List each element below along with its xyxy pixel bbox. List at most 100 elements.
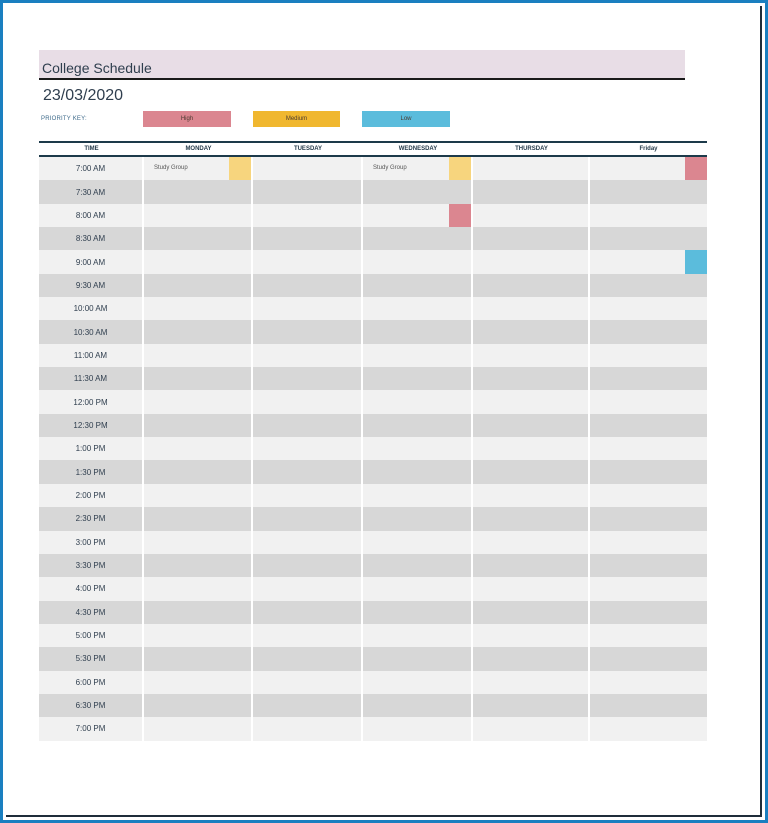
slot-friday[interactable] [590, 553, 707, 578]
slot-monday[interactable] [144, 250, 253, 274]
slot-friday[interactable] [590, 647, 707, 671]
slot-monday[interactable] [144, 437, 253, 461]
slot-monday[interactable] [144, 577, 253, 601]
slot-thursday[interactable] [473, 273, 590, 298]
slot-friday[interactable] [590, 437, 707, 461]
slot-thursday[interactable] [473, 483, 590, 508]
slot-thursday[interactable] [473, 717, 590, 741]
slot-tuesday[interactable] [253, 227, 363, 251]
slot-tuesday[interactable] [253, 273, 363, 298]
slot-tuesday[interactable] [253, 483, 363, 508]
slot-thursday[interactable] [473, 647, 590, 671]
slot-friday[interactable] [590, 320, 707, 344]
slot-thursday[interactable] [473, 203, 590, 228]
slot-tuesday[interactable] [253, 507, 363, 531]
slot-thursday[interactable] [473, 693, 590, 718]
slot-friday[interactable] [590, 507, 707, 531]
slot-thursday[interactable] [473, 530, 590, 554]
slot-monday[interactable] [144, 413, 253, 438]
slot-wednesday[interactable] [363, 553, 473, 578]
slot-thursday[interactable] [473, 413, 590, 438]
slot-tuesday[interactable] [253, 623, 363, 648]
slot-monday[interactable] [144, 647, 253, 671]
slot-monday[interactable] [144, 343, 253, 368]
slot-thursday[interactable] [473, 623, 590, 648]
slot-tuesday[interactable] [253, 367, 363, 391]
slot-tuesday[interactable] [253, 670, 363, 694]
slot-wednesday[interactable]: Study Group [363, 157, 473, 181]
slot-wednesday[interactable] [363, 483, 473, 508]
slot-thursday[interactable] [473, 343, 590, 368]
slot-monday[interactable] [144, 460, 253, 484]
slot-thursday[interactable] [473, 437, 590, 461]
slot-wednesday[interactable] [363, 413, 473, 438]
slot-thursday[interactable] [473, 297, 590, 321]
slot-thursday[interactable] [473, 320, 590, 344]
slot-monday[interactable] [144, 203, 253, 228]
slot-monday[interactable] [144, 717, 253, 741]
slot-wednesday[interactable] [363, 577, 473, 601]
slot-tuesday[interactable] [253, 203, 363, 228]
slot-monday[interactable] [144, 623, 253, 648]
slot-tuesday[interactable] [253, 320, 363, 344]
slot-thursday[interactable] [473, 227, 590, 251]
slot-wednesday[interactable] [363, 227, 473, 251]
slot-friday[interactable] [590, 250, 707, 274]
slot-tuesday[interactable] [253, 157, 363, 181]
slot-friday[interactable] [590, 670, 707, 694]
slot-wednesday[interactable] [363, 250, 473, 274]
slot-thursday[interactable] [473, 460, 590, 484]
slot-wednesday[interactable] [363, 437, 473, 461]
slot-friday[interactable] [590, 390, 707, 414]
slot-thursday[interactable] [473, 250, 590, 274]
slot-friday[interactable] [590, 600, 707, 624]
slot-monday[interactable] [144, 507, 253, 531]
slot-thursday[interactable] [473, 157, 590, 181]
slot-monday[interactable] [144, 297, 253, 321]
slot-monday[interactable] [144, 273, 253, 298]
slot-thursday[interactable] [473, 367, 590, 391]
slot-wednesday[interactable] [363, 530, 473, 554]
slot-friday[interactable] [590, 343, 707, 368]
slot-tuesday[interactable] [253, 343, 363, 368]
slot-friday[interactable] [590, 577, 707, 601]
slot-tuesday[interactable] [253, 250, 363, 274]
slot-monday[interactable] [144, 180, 253, 204]
slot-tuesday[interactable] [253, 297, 363, 321]
slot-friday[interactable] [590, 413, 707, 438]
slot-tuesday[interactable] [253, 647, 363, 671]
slot-wednesday[interactable] [363, 320, 473, 344]
slot-wednesday[interactable] [363, 273, 473, 298]
slot-friday[interactable] [590, 157, 707, 181]
slot-thursday[interactable] [473, 670, 590, 694]
slot-monday[interactable] [144, 390, 253, 414]
slot-wednesday[interactable] [363, 670, 473, 694]
slot-wednesday[interactable] [363, 297, 473, 321]
slot-wednesday[interactable] [363, 460, 473, 484]
slot-friday[interactable] [590, 693, 707, 718]
slot-friday[interactable] [590, 367, 707, 391]
slot-tuesday[interactable] [253, 600, 363, 624]
slot-thursday[interactable] [473, 507, 590, 531]
slot-wednesday[interactable] [363, 203, 473, 228]
slot-wednesday[interactable] [363, 390, 473, 414]
slot-tuesday[interactable] [253, 553, 363, 578]
slot-tuesday[interactable] [253, 577, 363, 601]
slot-friday[interactable] [590, 623, 707, 648]
slot-friday[interactable] [590, 273, 707, 298]
slot-wednesday[interactable] [363, 693, 473, 718]
slot-thursday[interactable] [473, 553, 590, 578]
slot-friday[interactable] [590, 530, 707, 554]
slot-wednesday[interactable] [363, 623, 473, 648]
slot-tuesday[interactable] [253, 390, 363, 414]
slot-monday[interactable] [144, 693, 253, 718]
slot-wednesday[interactable] [363, 343, 473, 368]
slot-tuesday[interactable] [253, 693, 363, 718]
slot-monday[interactable] [144, 530, 253, 554]
slot-tuesday[interactable] [253, 180, 363, 204]
slot-tuesday[interactable] [253, 413, 363, 438]
slot-thursday[interactable] [473, 577, 590, 601]
slot-wednesday[interactable] [363, 600, 473, 624]
slot-friday[interactable] [590, 717, 707, 741]
slot-wednesday[interactable] [363, 717, 473, 741]
